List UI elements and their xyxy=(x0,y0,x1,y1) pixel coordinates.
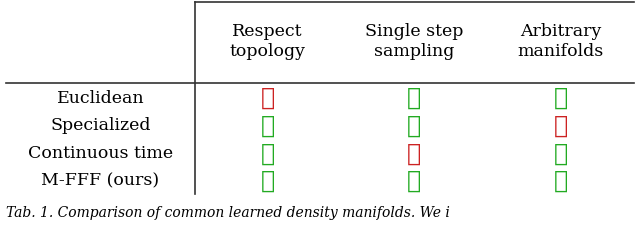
Text: ✓: ✓ xyxy=(407,113,421,137)
Text: Single step
sampling: Single step sampling xyxy=(365,23,463,60)
Text: Continuous time: Continuous time xyxy=(28,144,173,161)
Text: ✓: ✓ xyxy=(260,168,275,192)
Text: Specialized: Specialized xyxy=(50,117,151,134)
Text: ✓: ✓ xyxy=(554,168,568,192)
Text: M-FFF (ours): M-FFF (ours) xyxy=(42,172,159,189)
Text: ✗: ✗ xyxy=(554,113,568,137)
Text: ✓: ✓ xyxy=(407,168,421,192)
Text: Respect
topology: Respect topology xyxy=(230,23,306,60)
Text: ✓: ✓ xyxy=(554,86,568,110)
Text: ✓: ✓ xyxy=(260,113,275,137)
Text: Tab. 1. Comparison of common learned density manifolds. We i: Tab. 1. Comparison of common learned den… xyxy=(6,205,451,219)
Text: ✓: ✓ xyxy=(554,141,568,165)
Text: ✓: ✓ xyxy=(260,141,275,165)
Text: Euclidean: Euclidean xyxy=(57,89,144,106)
Text: ✗: ✗ xyxy=(260,86,275,110)
Text: Arbitrary
manifolds: Arbitrary manifolds xyxy=(517,23,604,60)
Text: ✗: ✗ xyxy=(407,141,421,165)
Text: ✓: ✓ xyxy=(407,86,421,110)
